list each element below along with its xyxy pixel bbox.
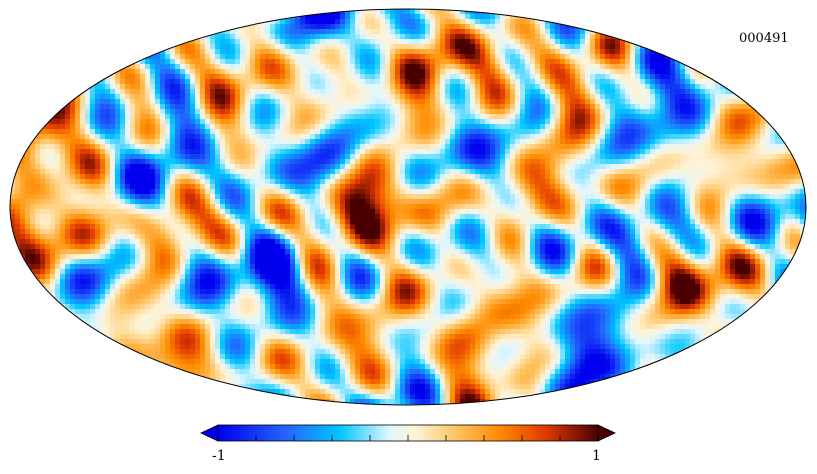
colorbar	[200, 424, 616, 442]
colorbar-right-arrow	[597, 424, 616, 442]
map-field	[10, 9, 806, 405]
colorbar-min-label: -1	[212, 448, 226, 464]
map-identifier: 000491	[739, 31, 789, 46]
colorbar-left-arrow	[200, 424, 219, 442]
map-outline	[9, 8, 807, 406]
colorbar-max-label: 1	[592, 448, 601, 464]
